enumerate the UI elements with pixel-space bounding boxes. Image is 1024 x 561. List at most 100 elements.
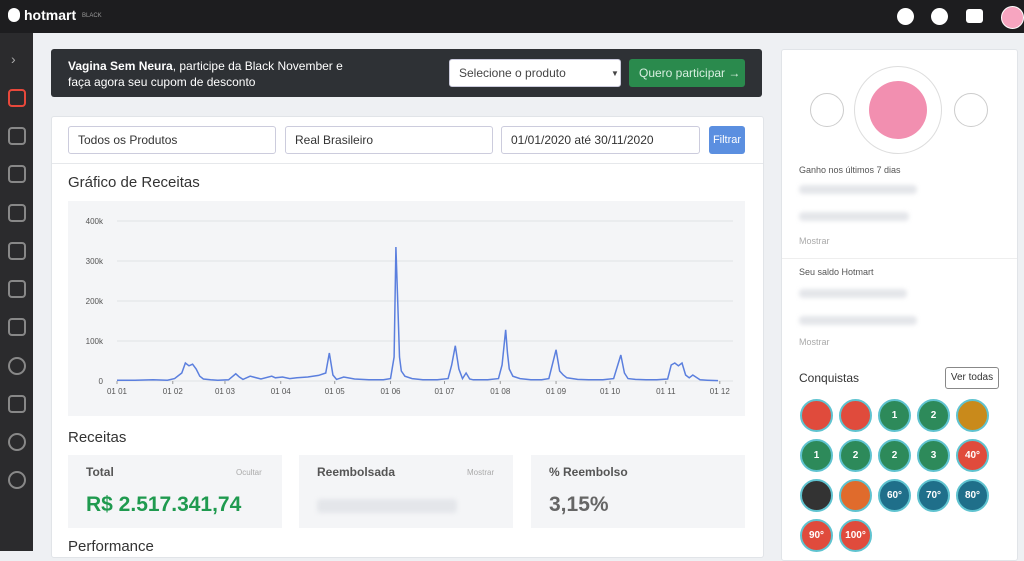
- edition: BLACK: [82, 13, 102, 19]
- see-all-button[interactable]: Ver todas: [945, 367, 999, 389]
- nav-icon[interactable]: [8, 395, 26, 413]
- banner-message: , participe da Black November e faça ago…: [68, 59, 343, 89]
- badge[interactable]: [839, 479, 872, 512]
- y-tick-label: 0: [99, 377, 104, 386]
- hidden-value: [799, 185, 917, 194]
- refund-pct-label: % Reembolso: [549, 465, 628, 479]
- performance-title: Performance: [68, 538, 154, 555]
- x-tick-label: 01 08: [490, 387, 511, 396]
- nav-icon[interactable]: [8, 433, 26, 451]
- top-bar: hotmart BLACK: [0, 0, 1024, 33]
- badge[interactable]: 2: [839, 439, 872, 472]
- achievements-title: Conquistas: [799, 371, 860, 385]
- date-range[interactable]: 01/01/2020 até 30/11/2020: [501, 126, 700, 154]
- y-tick-label: 300k: [86, 257, 104, 266]
- nav-icon[interactable]: [8, 280, 26, 298]
- products-select[interactable]: Todos os Produtos: [68, 126, 276, 154]
- badge[interactable]: 80°: [956, 479, 989, 512]
- balance-label: Seu saldo Hotmart: [799, 267, 874, 277]
- badge[interactable]: 70°: [917, 479, 950, 512]
- x-tick-label: 01 03: [215, 387, 236, 396]
- chat-icon[interactable]: [954, 93, 988, 127]
- week-toggle[interactable]: Mostrar: [799, 236, 830, 246]
- hidden-value: [317, 499, 457, 513]
- join-label: Quero participar: [639, 66, 726, 80]
- badge[interactable]: 60°: [878, 479, 911, 512]
- nav-icon[interactable]: [8, 242, 26, 260]
- badge[interactable]: [800, 479, 833, 512]
- nav-icon[interactable]: [8, 127, 26, 145]
- total-card: Total Ocultar R$ 2.517.341,74: [68, 455, 282, 528]
- chart-title: Gráfico de Receitas: [68, 174, 200, 191]
- revenue-chart: 0 100k 200k 300k 400k 01 01 01 02 01 03 01 04 01 …: [68, 201, 745, 416]
- avatar[interactable]: [1001, 6, 1024, 29]
- total-label: Total: [86, 465, 114, 479]
- divider: [782, 258, 1017, 259]
- badges: 1 2 1 2 2 3 40° 60° 70° 80° 90° 100°: [800, 399, 1000, 559]
- nav-icon[interactable]: [8, 165, 26, 183]
- logo: [8, 8, 20, 22]
- y-tick-label: 200k: [86, 297, 104, 306]
- hidden-value: [799, 289, 907, 298]
- nav-icon[interactable]: [8, 89, 26, 107]
- avatar-large: [869, 81, 927, 139]
- x-tick-label: 01 02: [163, 387, 184, 396]
- refunded-toggle[interactable]: Mostrar: [467, 468, 495, 477]
- x-tick-label: 01 09: [546, 387, 567, 396]
- balance-toggle[interactable]: Mostrar: [799, 337, 830, 347]
- chat-icon[interactable]: [966, 9, 983, 23]
- nav-icon[interactable]: [8, 204, 26, 222]
- badge[interactable]: 2: [878, 439, 911, 472]
- badge[interactable]: 90°: [800, 519, 833, 552]
- chart-bg: [68, 201, 745, 416]
- y-tick-label: 100k: [86, 337, 104, 346]
- total-toggle[interactable]: Ocultar: [236, 468, 262, 477]
- nav-icon[interactable]: [8, 357, 26, 375]
- banner-text: Vagina Sem Neura, participe da Black Nov…: [68, 58, 368, 90]
- join-button[interactable]: Quero participar →: [629, 59, 745, 87]
- sidebar: ›: [0, 33, 33, 551]
- badge[interactable]: 40°: [956, 439, 989, 472]
- week-label: Ganho nos últimos 7 dias: [799, 165, 901, 175]
- badge[interactable]: 1: [800, 439, 833, 472]
- divider: [52, 163, 763, 164]
- refund-pct-value: 3,15%: [549, 493, 609, 516]
- revenue-title: Receitas: [68, 429, 127, 446]
- x-tick-label: 01 11: [656, 387, 676, 396]
- refund-pct-card: % Reembolso 3,15%: [531, 455, 745, 528]
- profile-settings-icon[interactable]: [810, 93, 844, 127]
- x-tick-label: 01 04: [271, 387, 292, 396]
- badge[interactable]: 3: [917, 439, 950, 472]
- community-icon[interactable]: [931, 8, 948, 25]
- expand-icon[interactable]: ›: [11, 51, 16, 67]
- badge[interactable]: 100°: [839, 519, 872, 552]
- x-tick-label: 01 10: [600, 387, 621, 396]
- badge[interactable]: [839, 399, 872, 432]
- filter-button[interactable]: Filtrar: [709, 126, 745, 154]
- y-tick-label: 400k: [86, 217, 104, 226]
- banner: Vagina Sem Neura, participe da Black Nov…: [51, 49, 762, 97]
- hidden-value: [799, 212, 909, 221]
- badge[interactable]: [800, 399, 833, 432]
- side-panel: Ganho nos últimos 7 dias Mostrar Seu sal…: [781, 49, 1018, 561]
- nav-icon[interactable]: [8, 318, 26, 336]
- total-value: R$ 2.517.341,74: [86, 493, 242, 516]
- x-tick-label: 01 12: [710, 387, 731, 396]
- avatar-ring: [854, 66, 942, 154]
- x-tick-label: 01 01: [107, 387, 128, 396]
- currency-select[interactable]: Real Brasileiro: [285, 126, 493, 154]
- dashboard-card: Todos os Produtos Real Brasileiro 01/01/…: [51, 116, 764, 558]
- nav-icon[interactable]: [8, 471, 26, 489]
- badge[interactable]: [956, 399, 989, 432]
- help-icon[interactable]: [897, 8, 914, 25]
- x-tick-label: 01 05: [325, 387, 346, 396]
- badge[interactable]: 2: [917, 399, 950, 432]
- banner-name: Vagina Sem Neura: [68, 59, 173, 73]
- x-tick-label: 01 07: [434, 387, 455, 396]
- hidden-value: [799, 316, 917, 325]
- refunded-card: Reembolsada Mostrar: [299, 455, 513, 528]
- badge[interactable]: 1: [878, 399, 911, 432]
- product-select[interactable]: Selecione o produto: [449, 59, 621, 87]
- brand: hotmart: [24, 7, 77, 23]
